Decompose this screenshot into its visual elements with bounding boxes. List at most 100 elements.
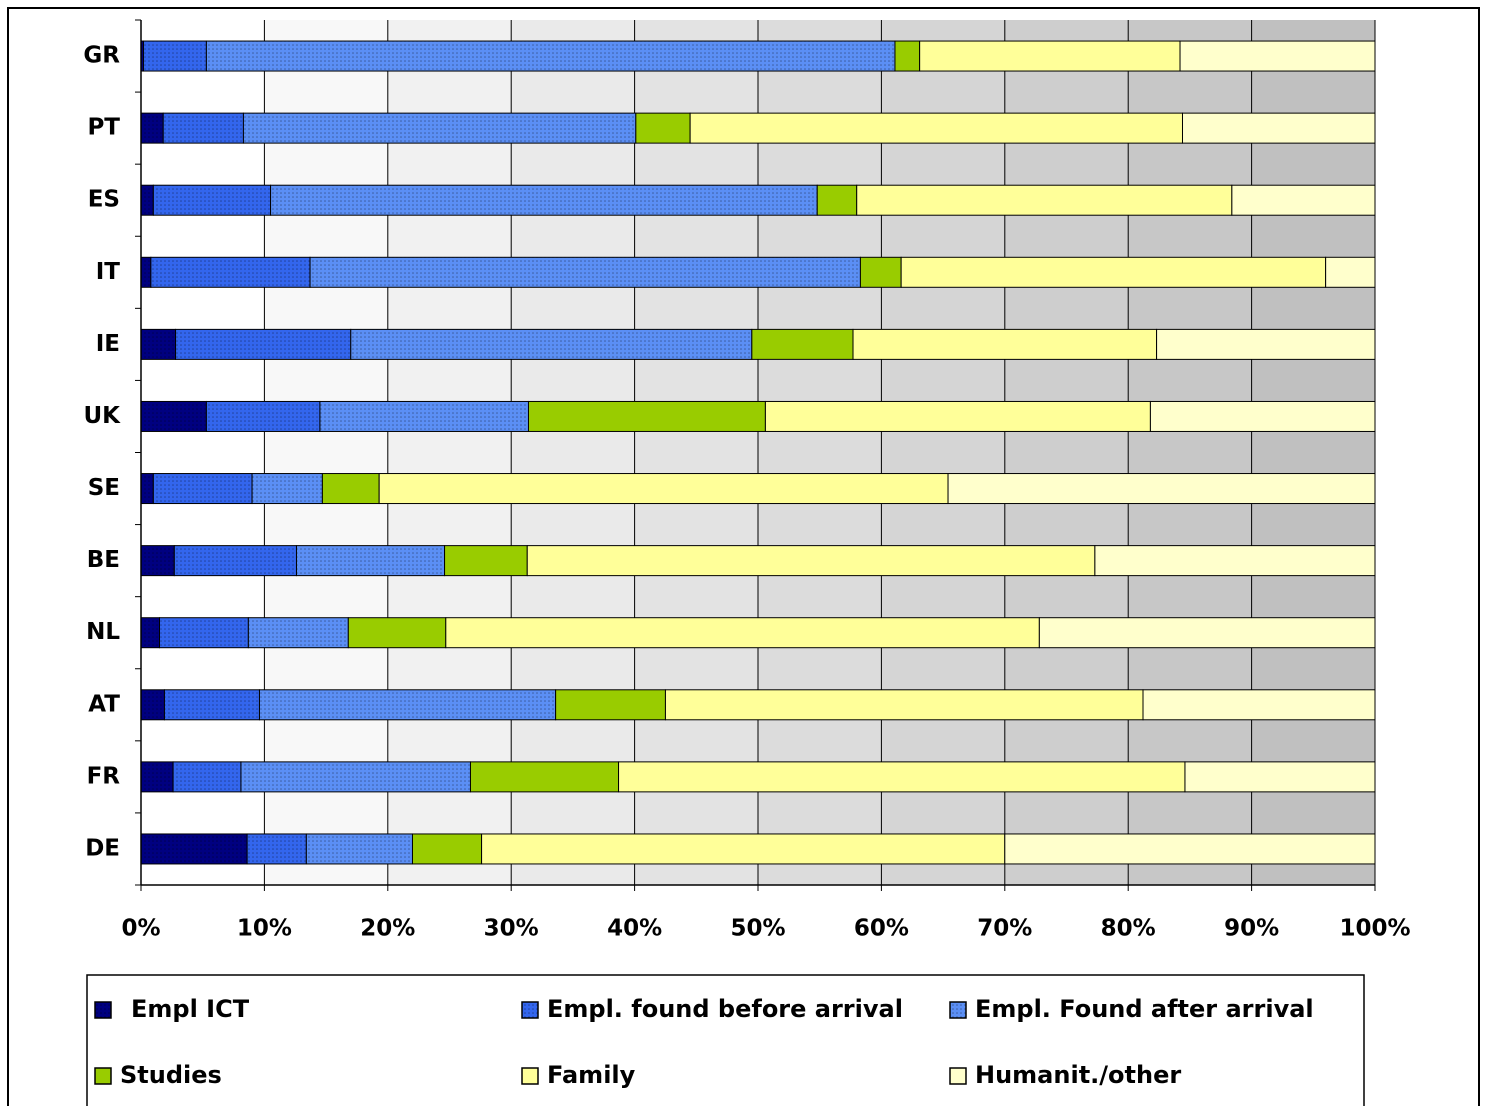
x-tick-label: 10% — [237, 916, 292, 942]
bar-segment — [526, 545, 1096, 577]
bar-segment — [689, 112, 1183, 144]
x-tick-label: 0% — [121, 916, 160, 942]
bar-segment — [1149, 400, 1376, 432]
legend-label: Empl. Found after arrival — [975, 995, 1314, 1023]
bar-segment — [1184, 761, 1376, 793]
bar-texture — [143, 41, 207, 72]
category-label: IE — [96, 331, 120, 357]
bar-texture — [306, 833, 413, 864]
bar-texture — [206, 401, 320, 432]
bar-segment — [900, 256, 1327, 288]
x-tick-label: 90% — [1224, 916, 1279, 942]
bar-texture — [173, 761, 241, 792]
bar-texture — [240, 761, 471, 792]
bar-segment — [894, 40, 921, 72]
category-label: SE — [88, 475, 120, 501]
legend-label: Humanit./other — [975, 1061, 1181, 1089]
legend-label: Empl ICT — [131, 995, 250, 1023]
bar-segment — [751, 328, 854, 360]
category-label: PT — [87, 115, 120, 141]
x-tick-label: 100% — [1339, 916, 1410, 942]
bar-texture — [141, 401, 207, 432]
category-label: NL — [86, 619, 120, 645]
bar-texture — [141, 41, 144, 72]
bar-texture — [163, 113, 244, 144]
category-label: GR — [83, 43, 120, 69]
plot: 0% 10% 20% 30% 40% 50% 60% 70% 80% 90% 100% GR PT ES I… — [83, 19, 1411, 942]
bar-texture — [270, 185, 818, 216]
legend-box — [86, 974, 1365, 1110]
bar-segment — [1181, 112, 1376, 144]
bar-segment — [1142, 689, 1376, 721]
bar-segment — [444, 545, 528, 577]
bar-segment — [1038, 617, 1376, 649]
plot-band — [141, 20, 265, 885]
x-tick-label: 50% — [730, 916, 785, 942]
legend-label: Empl. found before arrival — [547, 995, 903, 1023]
legend-texture — [950, 1002, 966, 1018]
bar-segment — [445, 617, 1040, 649]
bar-segment — [321, 473, 380, 505]
legend-texture — [522, 1002, 538, 1018]
plot-band — [387, 20, 512, 885]
bar-segment — [947, 473, 1376, 505]
bar-texture — [150, 257, 311, 288]
bar-segment — [859, 256, 902, 288]
bar-texture — [141, 329, 176, 360]
plot-band — [634, 20, 758, 885]
bar-texture — [159, 617, 249, 648]
plot-band — [511, 20, 635, 885]
x-tick-label: 20% — [360, 916, 415, 942]
x-tick-label: 70% — [977, 916, 1032, 942]
x-tick-label: 60% — [854, 916, 909, 942]
bar-segment — [347, 617, 447, 649]
bar-texture — [141, 257, 151, 288]
plot-band — [1128, 20, 1252, 885]
bar-segment — [1004, 833, 1376, 865]
bar-segment — [1231, 184, 1376, 216]
plot-band — [264, 20, 388, 885]
bar-texture — [141, 473, 154, 504]
bar-texture — [164, 689, 260, 720]
bar-segment — [527, 400, 766, 432]
legend-texture — [95, 1002, 111, 1018]
category-label: UK — [84, 403, 122, 429]
bar-texture — [141, 689, 165, 720]
bar-segment — [469, 761, 620, 793]
x-tick-label: 80% — [1101, 916, 1156, 942]
bar-texture — [141, 833, 248, 864]
bar-segment — [1156, 328, 1376, 360]
bar-texture — [141, 545, 175, 576]
bar-segment — [618, 761, 1186, 793]
category-label: AT — [88, 691, 120, 717]
x-tick-label: 40% — [607, 916, 662, 942]
bar-texture — [153, 473, 253, 504]
legend-label: Studies — [120, 1061, 222, 1089]
bar-texture — [319, 401, 529, 432]
bar-texture — [141, 761, 174, 792]
bar-segment — [635, 112, 691, 144]
bar-texture — [206, 41, 895, 72]
bar-segment — [852, 328, 1158, 360]
bar-segment — [816, 184, 858, 216]
plot-background — [141, 20, 1375, 885]
bar-segment — [764, 400, 1151, 432]
bar-texture — [141, 185, 154, 216]
bar-segment — [378, 473, 949, 505]
plot-band — [758, 20, 882, 885]
legend: Empl ICT Empl. found before arrival Empl. … — [94, 995, 1314, 1089]
legend-swatch — [521, 1067, 539, 1085]
bar-texture — [174, 545, 297, 576]
bar-texture — [259, 689, 556, 720]
category-label: ES — [88, 187, 120, 213]
bar-segment — [664, 689, 1144, 721]
bar-segment — [555, 689, 666, 721]
bar-segment — [1325, 256, 1376, 288]
bar-segment — [1179, 40, 1376, 72]
bar-texture — [141, 113, 164, 144]
bar-texture — [252, 473, 323, 504]
bar-texture — [247, 833, 307, 864]
bar-segment — [1094, 545, 1376, 577]
chart-frame — [7, 7, 1480, 1110]
